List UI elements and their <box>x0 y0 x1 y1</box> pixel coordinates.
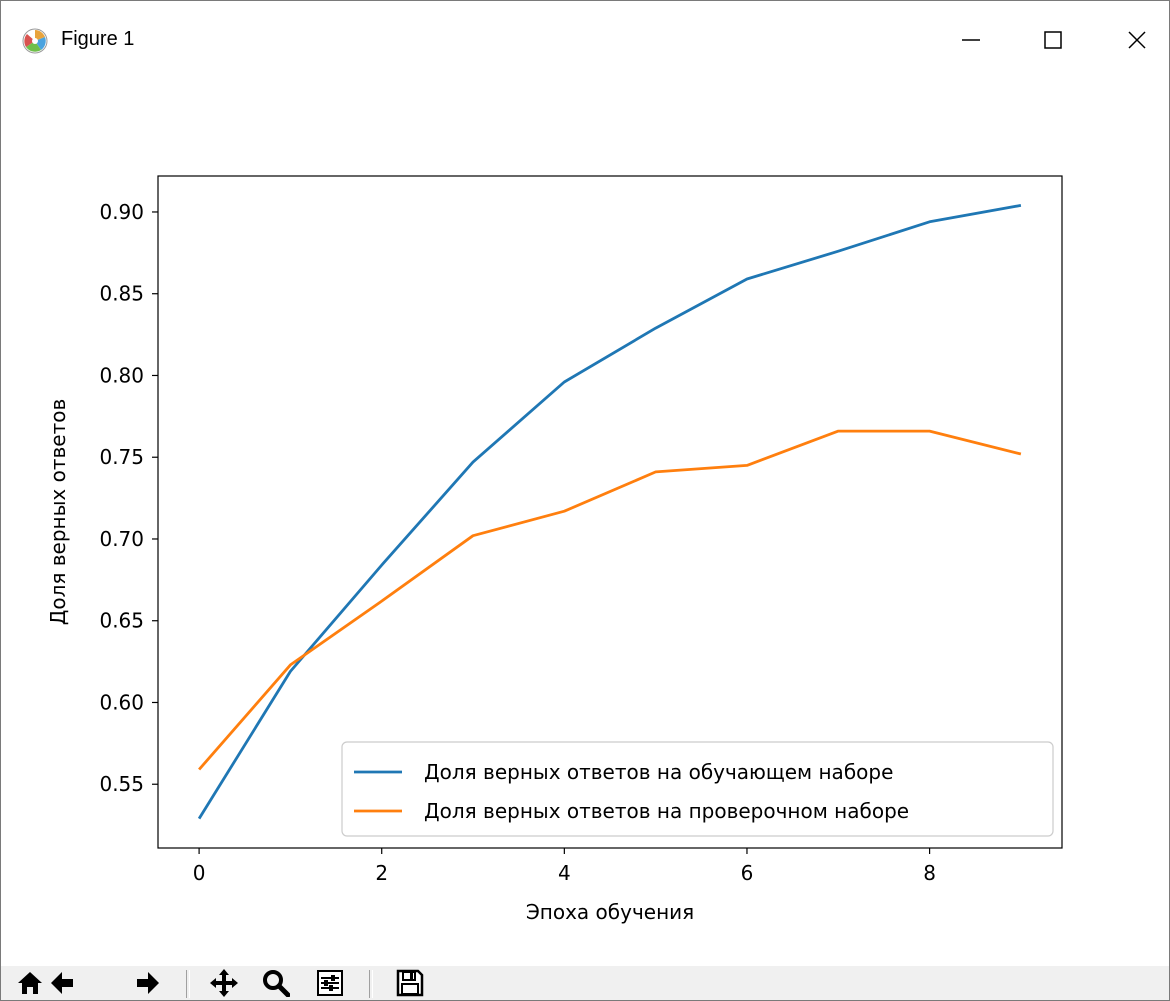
toolbar-separator <box>369 970 373 998</box>
toolbar-separator <box>186 970 190 998</box>
legend: Доля верных ответов на обучающем наборе … <box>341 741 1054 837</box>
series-line-train <box>197 204 1022 820</box>
maximize-icon <box>1044 31 1062 49</box>
save-icon <box>396 969 424 997</box>
configure-subplots-icon <box>317 970 343 996</box>
back-button[interactable] <box>45 967 79 999</box>
x-axis-label: Эпоха обучения <box>526 900 694 924</box>
series-line-val <box>198 429 1022 771</box>
y-tick-label: 0.60 <box>99 690 144 714</box>
close-button[interactable] <box>1093 1 1169 79</box>
legend-label-train: Доля верных ответов на обучающем наборе <box>424 760 893 784</box>
axes-frame <box>157 175 1063 849</box>
line-chart: 0 2 4 6 8 0.55 0.60 0.65 0.70 0.75 0.80 0.85 0.90 Э… <box>46 175 1063 924</box>
x-tick-label: 6 <box>741 861 754 885</box>
save-button[interactable] <box>393 967 427 999</box>
zoom-button[interactable] <box>259 967 293 999</box>
forward-button[interactable] <box>131 967 165 999</box>
x-axis: 0 2 4 6 8 <box>193 848 936 885</box>
y-tick-label: 0.85 <box>99 282 144 306</box>
minimize-button[interactable] <box>927 1 1015 79</box>
forward-arrow-icon <box>137 972 159 994</box>
y-tick-label: 0.65 <box>99 609 144 633</box>
y-axis-label: Доля верных ответов <box>46 399 70 626</box>
pan-button[interactable] <box>207 967 241 999</box>
back-arrow-icon <box>51 972 73 994</box>
zoom-icon <box>263 970 290 997</box>
x-tick-label: 4 <box>558 861 571 885</box>
x-tick-label: 0 <box>193 861 206 885</box>
x-tick-label: 2 <box>375 861 388 885</box>
title-bar[interactable]: Figure 1 <box>1 1 1169 79</box>
close-icon <box>1128 31 1146 49</box>
y-tick-label: 0.70 <box>99 527 144 551</box>
figure-canvas[interactable]: 0 2 4 6 8 0.55 0.60 0.65 0.70 0.75 0.80 0.85 0.90 Э… <box>1 79 1169 966</box>
x-tick-label: 8 <box>923 861 936 885</box>
matplotlib-logo-icon <box>22 28 48 54</box>
configure-subplots-button[interactable] <box>313 967 347 999</box>
y-tick-label: 0.80 <box>99 363 144 387</box>
plot-lines <box>197 204 1022 820</box>
navigation-toolbar <box>1 966 1169 1000</box>
home-icon <box>18 972 42 994</box>
legend-label-val: Доля верных ответов на проверочном набор… <box>424 799 909 823</box>
y-tick-label: 0.55 <box>99 772 144 796</box>
legend-box <box>341 741 1054 837</box>
maximize-button[interactable] <box>1009 1 1097 79</box>
y-tick-label: 0.90 <box>99 200 144 224</box>
y-axis: 0.55 0.60 0.65 0.70 0.75 0.80 0.85 0.90 <box>99 200 158 796</box>
pan-icon <box>210 969 238 997</box>
window-title: Figure 1 <box>61 28 135 50</box>
y-tick-label: 0.75 <box>99 445 144 469</box>
minimize-icon <box>962 39 980 41</box>
home-button[interactable] <box>13 967 47 999</box>
